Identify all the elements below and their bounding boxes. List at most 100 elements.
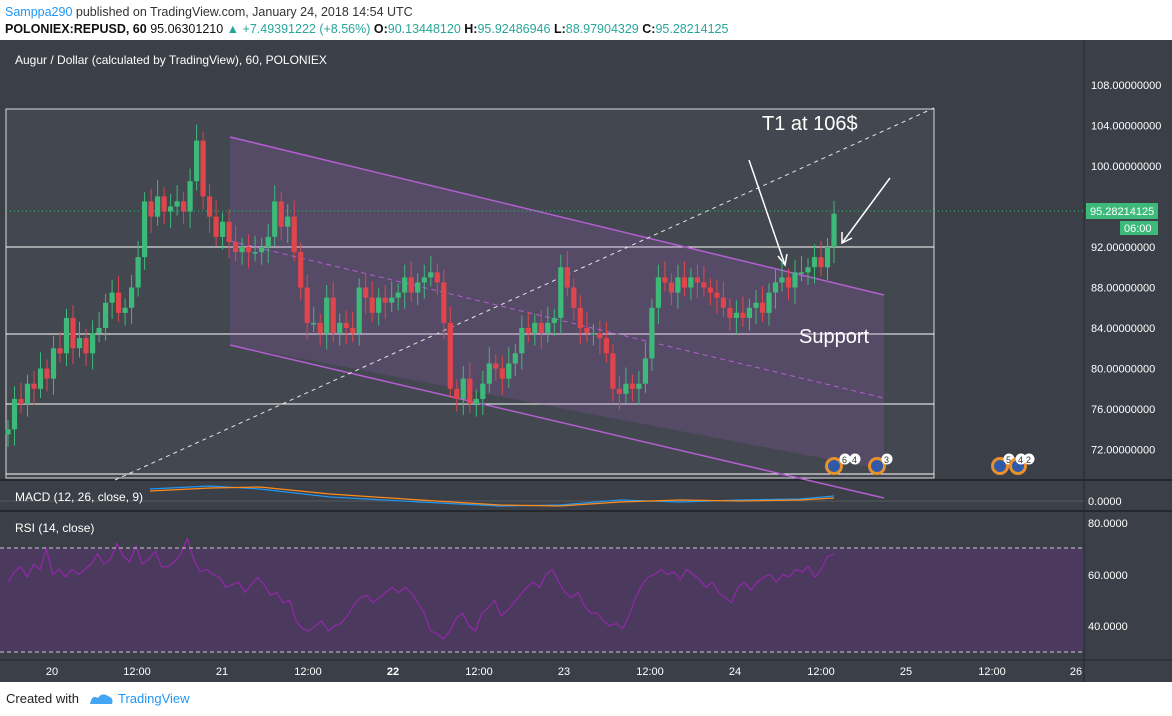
candle-body[interactable] — [571, 287, 577, 308]
candle-body[interactable] — [233, 241, 239, 252]
candle-body[interactable] — [168, 206, 174, 212]
candle-body[interactable] — [460, 378, 466, 399]
candle-body[interactable] — [473, 398, 479, 404]
candle-body[interactable] — [122, 307, 128, 313]
candle-body[interactable] — [824, 247, 831, 268]
candle-body[interactable] — [772, 282, 779, 293]
candle-body[interactable] — [707, 287, 713, 293]
tradingview-link[interactable]: TradingView — [118, 691, 190, 706]
channel-mid-line[interactable] — [229, 240, 885, 399]
candle-body[interactable] — [831, 213, 837, 247]
candle-body[interactable] — [558, 267, 564, 318]
candle-body[interactable] — [805, 267, 811, 273]
candle-body[interactable] — [467, 378, 473, 404]
candle-body[interactable] — [792, 272, 798, 288]
candle-body[interactable] — [213, 216, 219, 237]
candle-body[interactable] — [382, 297, 388, 303]
candle-body[interactable] — [623, 383, 629, 394]
candle-body[interactable] — [330, 297, 336, 333]
candle-body[interactable] — [181, 201, 187, 212]
candle-body[interactable] — [285, 216, 291, 227]
candle-body[interactable] — [675, 277, 681, 293]
candle-body[interactable] — [18, 398, 24, 404]
candle-body[interactable] — [720, 297, 726, 308]
candle-body[interactable] — [369, 297, 375, 313]
candle-body[interactable] — [161, 196, 167, 212]
candle-body[interactable] — [506, 363, 512, 379]
candle-body[interactable] — [376, 297, 382, 313]
candle-body[interactable] — [480, 383, 486, 399]
price-axis[interactable]: 72.00000000 76.00000000 80.00000000 84.0000… — [1091, 80, 1161, 457]
candle-body[interactable] — [5, 429, 11, 435]
candle-body[interactable] — [220, 221, 226, 237]
candle-body[interactable] — [116, 292, 122, 313]
candle-body[interactable] — [408, 277, 414, 293]
rsi-pane[interactable] — [0, 512, 1084, 660]
candle-body[interactable] — [11, 398, 18, 430]
candle-body[interactable] — [278, 201, 284, 227]
candle-body[interactable] — [96, 328, 102, 334]
candle-body[interactable] — [421, 277, 427, 283]
candle-body[interactable] — [83, 338, 89, 354]
candle-body[interactable] — [616, 388, 622, 394]
candle-body[interactable] — [766, 292, 772, 313]
tradingview-logo-icon[interactable] — [88, 690, 114, 706]
arrow-down-right[interactable] — [748, 159, 786, 266]
candle-body[interactable] — [142, 201, 148, 258]
candle-body[interactable] — [428, 272, 434, 278]
candle-body[interactable] — [200, 140, 206, 197]
event-badges[interactable]: 6 4 3 5 4 2 — [825, 453, 1035, 476]
candle-body[interactable] — [759, 302, 766, 313]
candle-body[interactable] — [109, 292, 115, 303]
candle-body[interactable] — [155, 196, 161, 217]
candle-body[interactable] — [740, 312, 746, 318]
candle-body[interactable] — [629, 383, 635, 389]
rsi-line[interactable] — [7, 536, 835, 640]
candle-body[interactable] — [701, 282, 707, 288]
candle-body[interactable] — [688, 277, 694, 288]
candle-body[interactable] — [343, 322, 349, 328]
candle-body[interactable] — [389, 297, 395, 303]
candle-body[interactable] — [194, 140, 200, 182]
channel-upper-line[interactable] — [229, 136, 885, 296]
candle-body[interactable] — [50, 348, 57, 379]
candle-body[interactable] — [148, 201, 154, 217]
candle-body[interactable] — [519, 328, 525, 354]
candle-body[interactable] — [291, 216, 297, 252]
candle-body[interactable] — [727, 307, 733, 318]
candle-body[interactable] — [597, 333, 603, 339]
candle-body[interactable] — [187, 181, 193, 212]
candle-body[interactable] — [239, 247, 245, 253]
candle-body[interactable] — [681, 277, 687, 288]
trend-dashed-line[interactable] — [114, 107, 935, 481]
channel-lower-line[interactable] — [229, 344, 885, 499]
candle-body[interactable] — [493, 363, 499, 369]
candle-body[interactable] — [174, 201, 180, 207]
candle-body[interactable] — [655, 277, 661, 308]
candle-body[interactable] — [811, 257, 818, 268]
candle-body[interactable] — [733, 312, 739, 318]
candle-body[interactable] — [434, 272, 440, 283]
candle-body[interactable] — [538, 322, 544, 333]
candle-body[interactable] — [70, 317, 76, 349]
candle-body[interactable] — [395, 292, 401, 298]
candle-body[interactable] — [746, 307, 752, 318]
candle-body[interactable] — [252, 252, 258, 254]
candle-body[interactable] — [636, 383, 642, 389]
candle-body[interactable] — [272, 201, 278, 237]
candle-body[interactable] — [57, 348, 63, 354]
candle-body[interactable] — [246, 247, 252, 253]
candle-body[interactable] — [545, 322, 551, 333]
candle-body[interactable] — [447, 322, 453, 389]
candle-body[interactable] — [129, 287, 135, 308]
candle-body[interactable] — [818, 257, 824, 268]
support-annotation[interactable]: Support — [799, 326, 869, 348]
candle-body[interactable] — [610, 353, 616, 389]
candle-body[interactable] — [304, 287, 310, 323]
candle-body[interactable] — [317, 322, 323, 333]
candle-body[interactable] — [668, 282, 674, 293]
candle-body[interactable] — [226, 221, 232, 242]
candle-body[interactable] — [753, 302, 759, 308]
candle-body[interactable] — [785, 277, 792, 288]
candle-body[interactable] — [532, 322, 538, 333]
